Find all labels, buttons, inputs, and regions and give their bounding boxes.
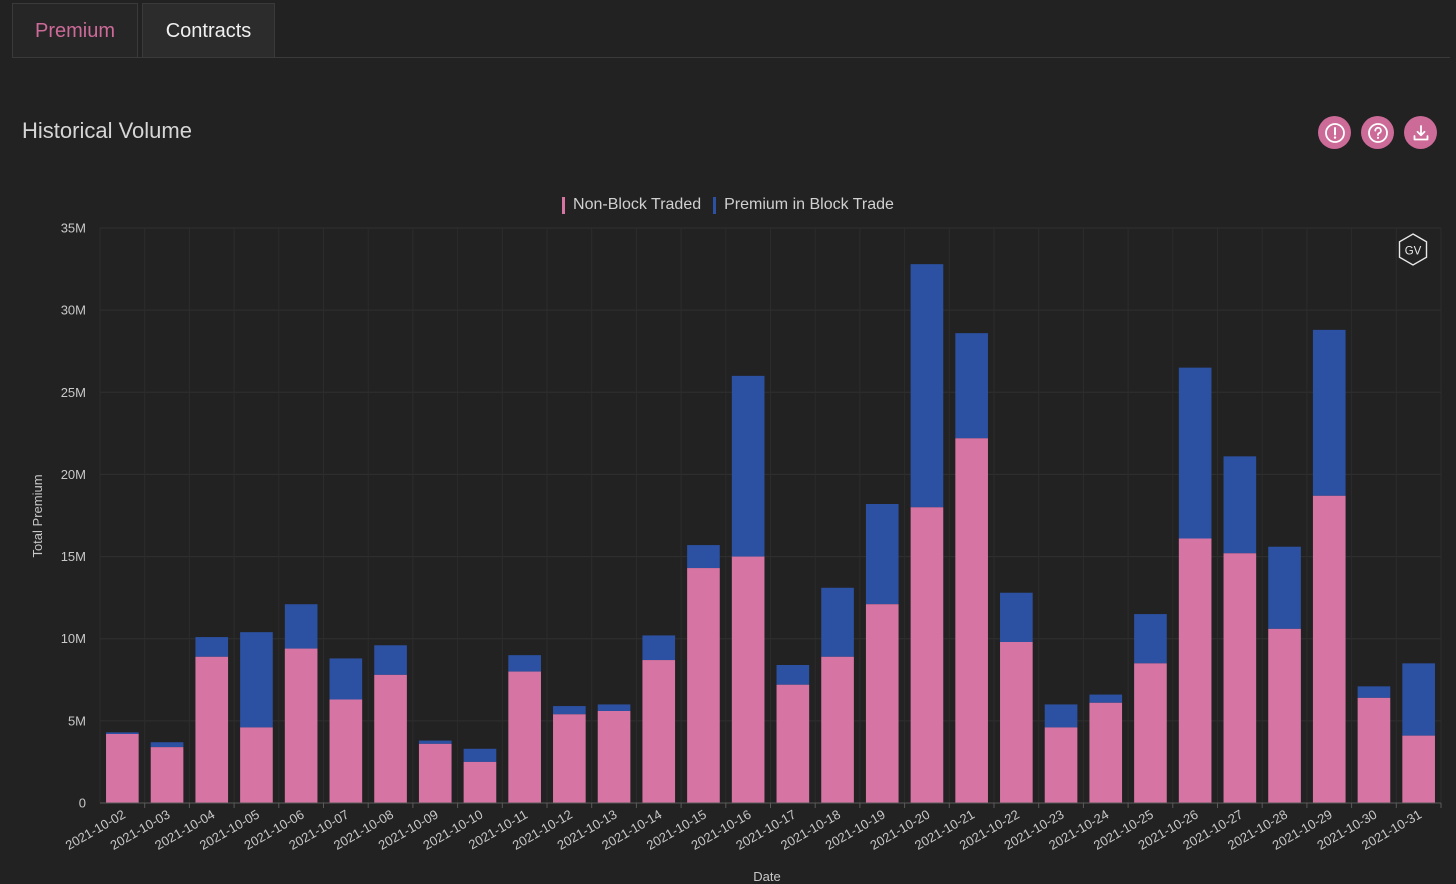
tab-contracts[interactable]: Contracts xyxy=(142,3,275,57)
y-tick-label: 30M xyxy=(61,303,86,318)
bar-non-block xyxy=(1223,553,1257,803)
bar-non-block xyxy=(195,656,229,803)
bar-non-block xyxy=(1089,702,1123,803)
bar-non-block xyxy=(106,734,139,803)
bar-non-block xyxy=(1134,663,1167,803)
y-tick-label: 10M xyxy=(61,631,86,646)
bar-block-trade xyxy=(418,740,452,744)
bar-non-block xyxy=(642,660,676,803)
bar-block-trade xyxy=(687,545,720,569)
bar-non-block xyxy=(284,648,318,803)
watermark-text: GV xyxy=(1405,246,1422,258)
card-title: Historical Volume xyxy=(22,118,192,143)
bar-non-block xyxy=(776,684,810,803)
bar-block-trade xyxy=(1134,614,1167,664)
bar-block-trade xyxy=(955,333,988,439)
chart-bars xyxy=(106,264,1435,803)
bar-block-trade xyxy=(597,704,631,711)
bar-block-trade xyxy=(374,645,407,675)
bar-block-trade xyxy=(463,748,497,762)
help-icon xyxy=(1367,122,1388,143)
bar-non-block xyxy=(955,438,988,803)
bar-block-trade xyxy=(329,658,363,700)
bar-non-block xyxy=(821,656,854,803)
tab-divider xyxy=(12,57,1450,58)
download-icon xyxy=(1413,124,1428,140)
bar-non-block xyxy=(1000,642,1033,803)
y-axis-title: Total Premium xyxy=(30,474,45,557)
bar-block-trade xyxy=(642,635,676,661)
chart-actions xyxy=(1318,116,1437,149)
y-tick-label: 20M xyxy=(61,467,86,482)
bar-non-block xyxy=(463,761,497,803)
bar-block-trade xyxy=(150,742,184,748)
legend-swatch-non-block xyxy=(562,196,566,214)
bar-non-block xyxy=(1402,735,1435,803)
bar-non-block xyxy=(1268,628,1301,803)
bar-non-block xyxy=(910,507,944,803)
bar-block-trade xyxy=(284,604,318,649)
bar-block-trade xyxy=(1000,592,1033,642)
legend-item-block[interactable]: Premium in Block Trade xyxy=(713,196,894,214)
bar-block-trade xyxy=(1178,367,1212,539)
bar-block-trade xyxy=(508,655,541,672)
x-axis: 2021-10-022021-10-032021-10-042021-10-05… xyxy=(63,802,1442,853)
bar-block-trade xyxy=(731,375,765,557)
bar-block-trade xyxy=(910,264,944,508)
bar-block-trade xyxy=(1089,694,1123,703)
bar-block-trade xyxy=(776,665,810,685)
legend-label-non-block: Non-Block Traded xyxy=(573,196,702,213)
alert-icon xyxy=(1324,122,1345,143)
bar-non-block xyxy=(553,714,586,803)
legend-label-block: Premium in Block Trade xyxy=(724,196,894,213)
bar-non-block xyxy=(240,727,273,803)
help-button[interactable] xyxy=(1361,116,1394,149)
bar-block-trade xyxy=(1357,686,1391,698)
bar-non-block xyxy=(687,568,720,803)
bar-block-trade xyxy=(1044,704,1078,728)
download-button[interactable] xyxy=(1404,116,1437,149)
chart-legend: Non-Block Traded Premium in Block Trade xyxy=(0,196,1456,214)
tab-premium[interactable]: Premium xyxy=(12,3,138,57)
bar-block-trade xyxy=(106,732,139,734)
bar-block-trade xyxy=(1268,546,1301,629)
y-tick-label: 0 xyxy=(79,796,86,811)
legend-item-non-block[interactable]: Non-Block Traded xyxy=(562,196,701,214)
bar-block-trade xyxy=(865,504,899,605)
tab-bar: Premium Contracts xyxy=(12,3,279,57)
alert-button[interactable] xyxy=(1318,116,1351,149)
bar-non-block xyxy=(329,699,363,803)
bar-block-trade xyxy=(553,706,586,715)
bar-non-block xyxy=(865,604,899,803)
bar-non-block xyxy=(508,671,541,803)
bar-block-trade xyxy=(240,632,273,728)
bar-non-block xyxy=(1044,727,1078,803)
y-tick-label: 25M xyxy=(61,385,86,400)
legend-swatch-block xyxy=(713,196,717,214)
bar-block-trade xyxy=(1312,329,1346,496)
watermark-badge: GV xyxy=(1398,233,1428,266)
bar-non-block xyxy=(374,674,407,803)
x-axis-title: Date xyxy=(753,869,780,884)
bar-block-trade xyxy=(1223,456,1257,554)
bar-non-block xyxy=(1178,538,1212,803)
bar-non-block xyxy=(597,711,631,803)
bar-non-block xyxy=(418,743,452,803)
bar-block-trade xyxy=(1402,663,1435,736)
y-tick-label: 5M xyxy=(68,713,86,728)
y-tick-label: 15M xyxy=(61,549,86,564)
y-axis: 0 5M 10M 15M 20M 25M 30M 35M xyxy=(61,221,86,811)
bar-block-trade xyxy=(195,637,229,657)
bar-non-block xyxy=(1357,697,1391,803)
bar-non-block xyxy=(150,747,184,803)
bar-non-block xyxy=(731,556,765,803)
bar-non-block xyxy=(1312,495,1346,803)
bar-block-trade xyxy=(821,587,854,657)
y-tick-label: 35M xyxy=(61,221,86,236)
